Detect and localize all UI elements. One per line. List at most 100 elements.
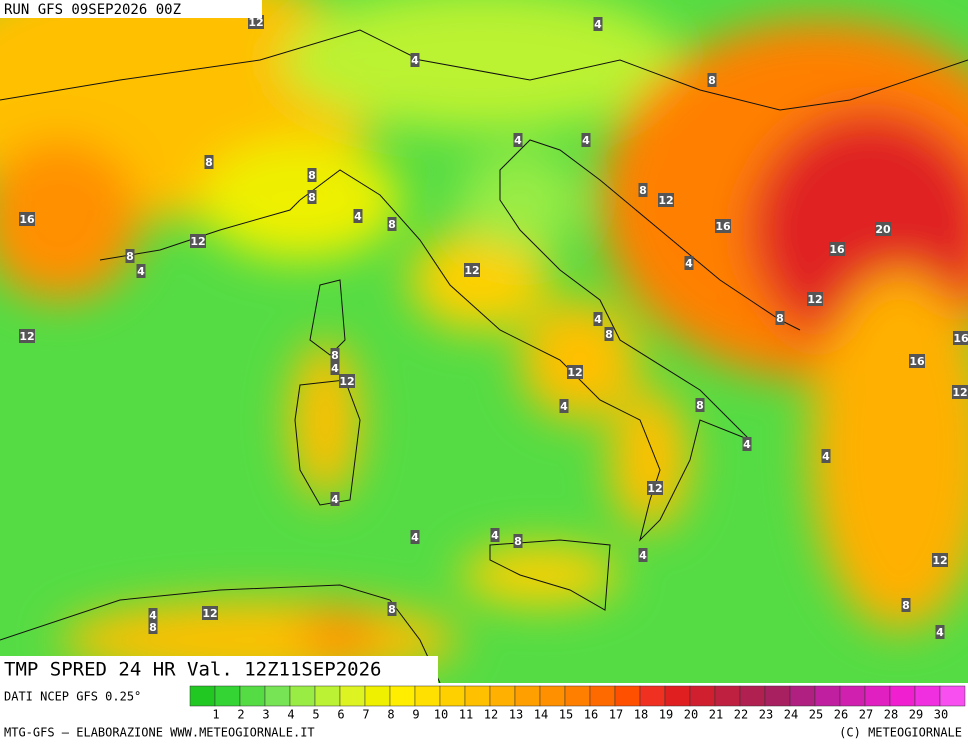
- contour-label: 4: [743, 438, 751, 451]
- colorbar-label: 4: [287, 708, 294, 722]
- contour-label-box: [204, 155, 214, 169]
- colorbar-cell: [864, 685, 891, 707]
- contour-label-box: [387, 217, 397, 231]
- colorbar-cell: [614, 685, 641, 707]
- contour-label: 8: [388, 603, 396, 616]
- contour-label: 4: [822, 450, 830, 463]
- colorbar-cell: [639, 685, 666, 707]
- contour-label: 4: [514, 134, 522, 147]
- colorbar-label: 9: [412, 708, 419, 722]
- colorbar-label: 17: [609, 708, 623, 722]
- contour-label: 12: [19, 330, 34, 343]
- contour-label-box: [410, 53, 420, 67]
- colorbar-label: 20: [684, 708, 698, 722]
- contour-label: 12: [658, 194, 673, 207]
- colorbar-cell: [714, 685, 741, 707]
- contour-label-box: [821, 449, 831, 463]
- contour-label-box: [829, 242, 845, 256]
- contour-label: 4: [639, 549, 647, 562]
- colorbar-label: 12: [484, 708, 498, 722]
- colorbar-label: 29: [909, 708, 923, 722]
- contour-label-box: [909, 354, 925, 368]
- contour-label-box: [647, 481, 663, 495]
- source: DATI NCEP GFS 0.25°: [4, 690, 141, 704]
- colorbar-label: 19: [659, 708, 673, 722]
- colorbar-cell: [764, 685, 791, 707]
- contour-label-box: [307, 190, 317, 204]
- colorbar-label: 30: [934, 708, 948, 722]
- colorbar-cell: [289, 685, 316, 707]
- copyright: (C) METEOGIORNALE: [839, 726, 962, 740]
- contour-label: 4: [331, 493, 339, 506]
- contour-label: 8: [605, 328, 613, 341]
- contour-label-box: [339, 374, 355, 388]
- contour-label: 4: [936, 626, 944, 639]
- colorbar: 1 2 3 4 5 6 7 8 9 10 11 12 13 14 15 16 17 18 19 20 21 22 23 24 2…: [189, 685, 966, 722]
- contour-label-box: [148, 620, 158, 634]
- contour-label: 20: [875, 223, 891, 236]
- contour-label-box: [248, 15, 264, 29]
- colorbar-label: 27: [859, 708, 873, 722]
- contour-label-box: [330, 361, 340, 375]
- colorbar-cell: [514, 685, 541, 707]
- contour-label-box: [559, 399, 569, 413]
- header-box: [0, 0, 262, 18]
- colorbar-cell: [389, 685, 416, 707]
- colorbar-cell: [939, 685, 966, 707]
- contour-label: 4: [594, 313, 602, 326]
- contour-label-box: [715, 219, 731, 233]
- contour-label: 4: [149, 609, 157, 622]
- contour-label-box: [593, 17, 603, 31]
- contour-label: 4: [491, 529, 499, 542]
- contour-label-box: [136, 264, 146, 278]
- colorbar-label: 21: [709, 708, 723, 722]
- contour-label: 12: [807, 293, 822, 306]
- contour-label-box: [875, 222, 891, 236]
- colorbar-cell: [914, 685, 941, 707]
- colorbar-label: 8: [387, 708, 394, 722]
- contour-label-box: [695, 398, 705, 412]
- contour-label: 4: [685, 257, 693, 270]
- contour-label-box: [952, 385, 968, 399]
- contour-label-box: [567, 365, 583, 379]
- colorbar-label: 14: [534, 708, 548, 722]
- field-title: TMP SPRED 24 HR Val. 12Z11SEP2026: [4, 659, 382, 681]
- contour-label: 8: [388, 218, 396, 231]
- contour-label: 4: [411, 531, 419, 544]
- colorbar-cell: [339, 685, 366, 707]
- colorbar-label: 11: [459, 708, 473, 722]
- contour-label-box: [604, 327, 614, 341]
- colorbar-cell: [414, 685, 441, 707]
- contour-label: 4: [137, 265, 145, 278]
- colorbar-label: 23: [759, 708, 773, 722]
- contour-label-box: [593, 312, 603, 326]
- colorbar-cell: [439, 685, 466, 707]
- contour-label-box: [581, 133, 591, 147]
- contour-label: 8: [639, 184, 647, 197]
- contour-label-box: [410, 530, 420, 544]
- contour-label-box: [464, 263, 480, 277]
- contour-label: 16: [953, 332, 968, 345]
- contour-label-box: [125, 249, 135, 263]
- colorbar-cell: [889, 685, 916, 707]
- contour-label: 12: [202, 607, 217, 620]
- contour-label-box: [684, 256, 694, 270]
- contour-label: 4: [354, 210, 362, 223]
- colorbar-label: 18: [634, 708, 648, 722]
- colorbar-label: 16: [584, 708, 598, 722]
- colorbar-cell: [839, 685, 866, 707]
- colorbar-label: 10: [434, 708, 448, 722]
- contour-label-box: [513, 133, 523, 147]
- contour-label: 4: [411, 54, 419, 67]
- colorbar-cell: [189, 685, 216, 707]
- colorbar-cell: [589, 685, 616, 707]
- contour-label-box: [513, 534, 523, 548]
- contour-label-box: [19, 329, 35, 343]
- contour-label-box: [490, 528, 500, 542]
- contour-label: 4: [594, 18, 602, 31]
- colorbar-cell: [664, 685, 691, 707]
- colorbar-label: 5: [312, 708, 319, 722]
- contour-label: 8: [331, 349, 339, 362]
